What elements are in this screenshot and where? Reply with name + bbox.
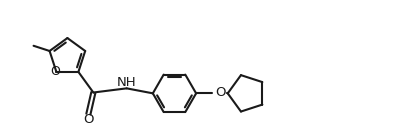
Text: NH: NH [117, 76, 137, 89]
Text: O: O [51, 65, 60, 78]
Text: O: O [215, 86, 226, 99]
Text: O: O [83, 113, 94, 126]
